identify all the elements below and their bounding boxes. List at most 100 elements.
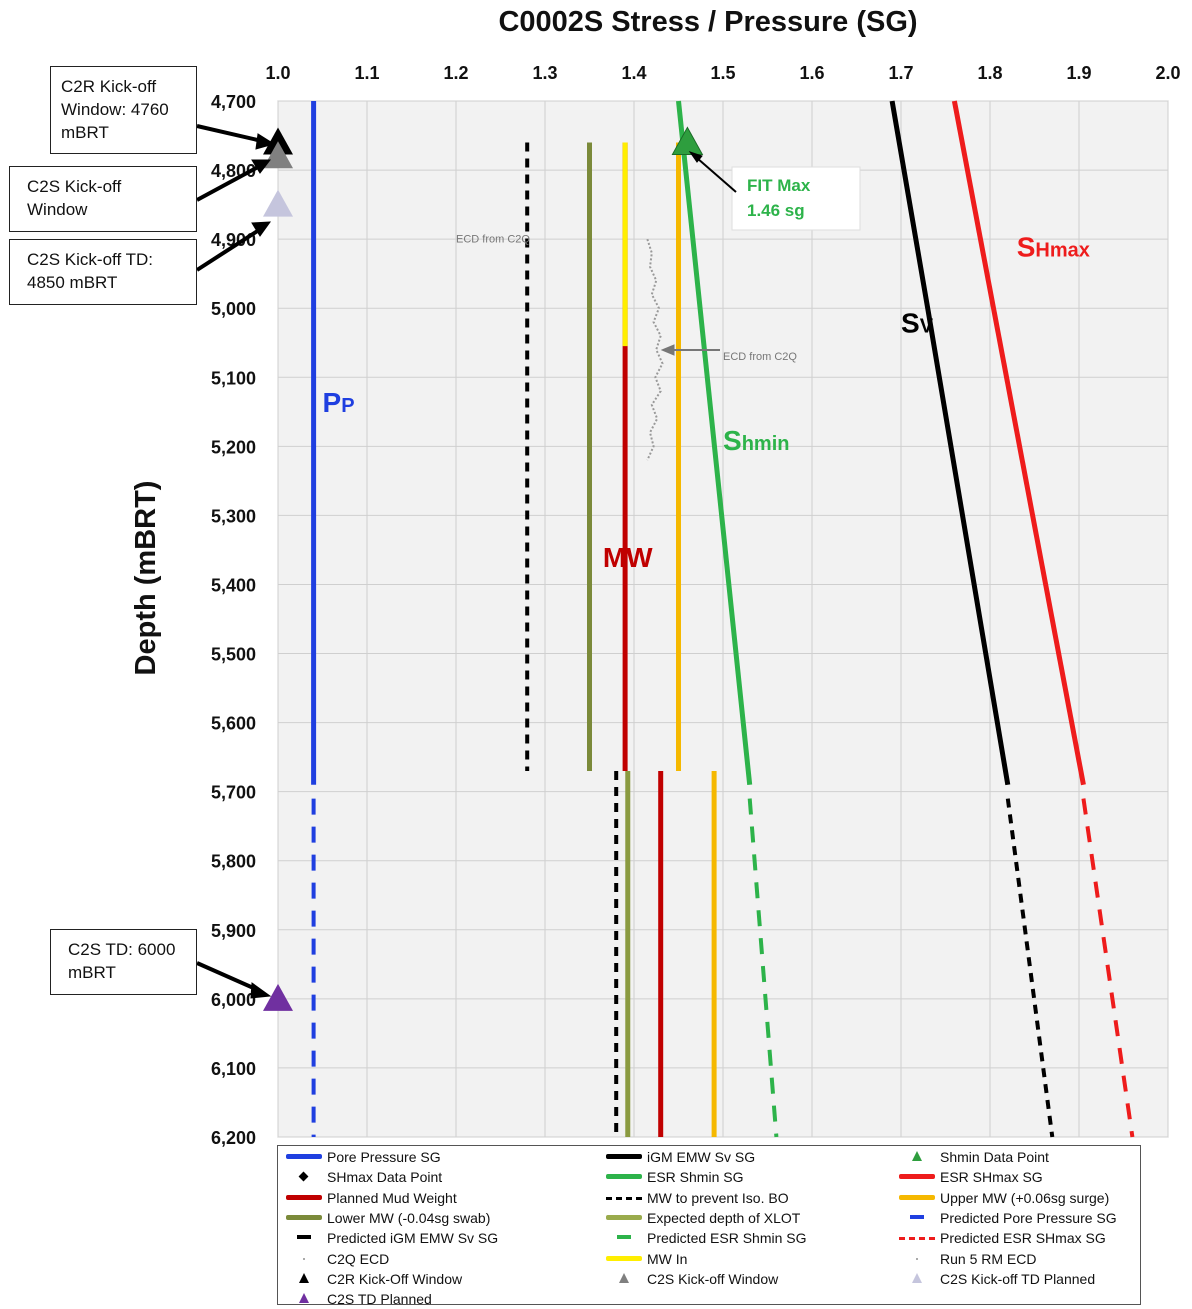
legend-swatch <box>286 1194 322 1200</box>
legend-swatch <box>299 1272 309 1283</box>
legend-item: MW In <box>606 1249 886 1269</box>
legend-swatch <box>297 1235 311 1240</box>
legend-label: Run 5 RM ECD <box>940 1250 1037 1267</box>
legend-swatch <box>912 1272 922 1283</box>
legend-item: C2Q ECD <box>286 1249 566 1269</box>
legend-item: C2R Kick-Off Window <box>286 1269 566 1289</box>
y-tick-label: 5,600 <box>211 714 256 734</box>
callout-c2s-kickoff-td: C2S Kick-off TD: 4850 mBRT <box>9 239 197 305</box>
y-tick-label: 5,200 <box>211 437 256 457</box>
x-tick-label: 1.9 <box>1066 63 1091 83</box>
legend-item: Pore Pressure SG <box>286 1147 566 1167</box>
legend-label: ESR Shmin SG <box>647 1169 744 1186</box>
annotation-label: SV <box>901 307 934 338</box>
data-series <box>311 100 1135 1138</box>
legend-item: Expected depth of XLOT <box>606 1208 886 1228</box>
annotation-main: ECD from C2Q <box>723 351 797 363</box>
arrow-c2s-td <box>195 228 261 272</box>
legend-swatch <box>606 1154 642 1159</box>
x-tick-label: 1.7 <box>888 63 913 83</box>
series-esr-shmax-sg <box>951 100 1086 786</box>
legend-swatch <box>286 1154 322 1159</box>
arrow-c2s <box>196 165 259 202</box>
x-tick-label: 1.0 <box>265 63 290 83</box>
data-markers <box>263 126 704 1011</box>
callout-c2s-kickoff-text: C2S Kick-off Window <box>27 177 122 219</box>
legend-item: Run 5 RM ECD <box>899 1249 1179 1269</box>
ecd-trace-line <box>646 238 664 461</box>
callout-c2r-kickoff: C2R Kick-off Window: 4760 mBRT <box>50 66 197 154</box>
x-tick-label: 1.3 <box>532 63 557 83</box>
y-tick-label: 6,000 <box>211 990 256 1010</box>
legend-item: Lower MW (-0.04sg swab) <box>286 1208 566 1228</box>
legend-label: Pore Pressure SG <box>327 1149 441 1165</box>
fit-max-value: 1.46 sg <box>747 201 805 220</box>
y-tick-label: 5,300 <box>211 506 256 526</box>
marker-c2s-kick-off-window <box>263 141 293 169</box>
legend-label: C2Q ECD <box>327 1250 390 1267</box>
chart-legend: Pore Pressure SG iGM EMW Sv SG Shmin Data … <box>277 1145 1141 1307</box>
y-tick-labels: 4,7004,8004,9005,0005,1005,2005,3005,400… <box>211 92 256 1148</box>
legend-swatch <box>606 1196 642 1200</box>
y-tick-label: 5,900 <box>211 921 256 941</box>
legend-label: Shmin Data Point <box>940 1149 1049 1165</box>
legend-label: ESR SHmax SG <box>940 1169 1043 1186</box>
legend-label: Upper MW (+0.06sg surge) <box>940 1189 1110 1206</box>
legend-item: C2S Kick-off Window <box>606 1269 886 1289</box>
x-tick-label: 1.2 <box>443 63 468 83</box>
annotation-main: MW <box>603 542 653 573</box>
legend-swatch <box>606 1255 642 1261</box>
callout-c2s-kickoff-td-text: C2S Kick-off TD: 4850 mBRT <box>27 250 153 292</box>
annotation-label: Shmin <box>723 425 789 456</box>
legend-label: C2S Kick-off TD Planned <box>940 1270 1096 1287</box>
legend-swatch <box>910 1214 924 1219</box>
annotation-label: MW <box>603 542 653 573</box>
annotation-subscript: hmin <box>742 433 790 455</box>
series-igm-emw-sv-sg <box>889 100 1011 786</box>
annotation-label: ECD from C2Q <box>723 351 797 363</box>
callout-c2s-td: C2S TD: 6000 mBRT <box>50 929 197 995</box>
legend-label: Lower MW (-0.04sg swab) <box>327 1209 491 1226</box>
callout-c2s-td-text: C2S TD: 6000 mBRT <box>68 940 176 982</box>
series-esr-shmin-sg <box>676 100 753 786</box>
legend-item: Predicted Pore Pressure SG <box>899 1208 1179 1228</box>
legend-swatch <box>619 1272 629 1283</box>
annotation-main: S <box>1017 231 1036 262</box>
legend-swatch <box>916 1257 918 1260</box>
annotation-subscript: V <box>920 315 934 337</box>
legend-swatch <box>617 1235 631 1240</box>
y-tick-label: 6,200 <box>211 1128 256 1148</box>
annotation-subscript: Hmax <box>1035 239 1089 261</box>
annotation-main: S <box>901 307 920 338</box>
y-tick-label: 4,700 <box>211 92 256 112</box>
y-tick-label: 5,800 <box>211 852 256 872</box>
legend-item: Upper MW (+0.06sg surge) <box>899 1188 1179 1208</box>
legend-item: MW to prevent Iso. BO <box>606 1188 886 1208</box>
legend-item: iGM EMW Sv SG <box>606 1147 886 1167</box>
legend-label: MW In <box>647 1250 688 1267</box>
x-tick-label: 1.4 <box>621 63 646 83</box>
x-tick-label: 1.6 <box>799 63 824 83</box>
legend-swatch <box>606 1214 642 1220</box>
x-tick-labels: 1.0 1.1 1.2 1.3 1.4 1.5 1.6 1.7 1.8 1.9 2.0 <box>265 63 1180 83</box>
legend-label: SHmax Data Point <box>327 1169 443 1186</box>
marker-c2s-td-planned <box>263 983 293 1011</box>
legend-swatch <box>303 1257 305 1260</box>
legend-item: Predicted ESR Shmin SG <box>606 1228 886 1248</box>
series-predicted-igm-emw-sv-sg <box>1005 798 1055 1138</box>
y-tick-label: 6,100 <box>211 1059 256 1079</box>
legend-label: Expected depth of XLOT <box>647 1209 801 1226</box>
legend-item: Planned Mud Weight <box>286 1188 566 1208</box>
arrowhead-c2s-total-depth <box>250 982 272 999</box>
legend-item: SHmax Data Point <box>286 1167 566 1187</box>
legend-swatch <box>286 1214 322 1220</box>
legend-swatch <box>899 1194 935 1200</box>
legend-swatch <box>899 1174 935 1180</box>
callout-c2r-kickoff-text: C2R Kick-off Window: 4760 mBRT <box>61 77 169 142</box>
legend-swatch <box>912 1151 922 1161</box>
fit-max-label: FIT Max <box>747 176 811 195</box>
y-tick-label: 5,700 <box>211 783 256 803</box>
legend-item: Shmin Data Point <box>899 1147 1179 1167</box>
y-axis-label: Depth (mBRT) <box>130 481 162 676</box>
